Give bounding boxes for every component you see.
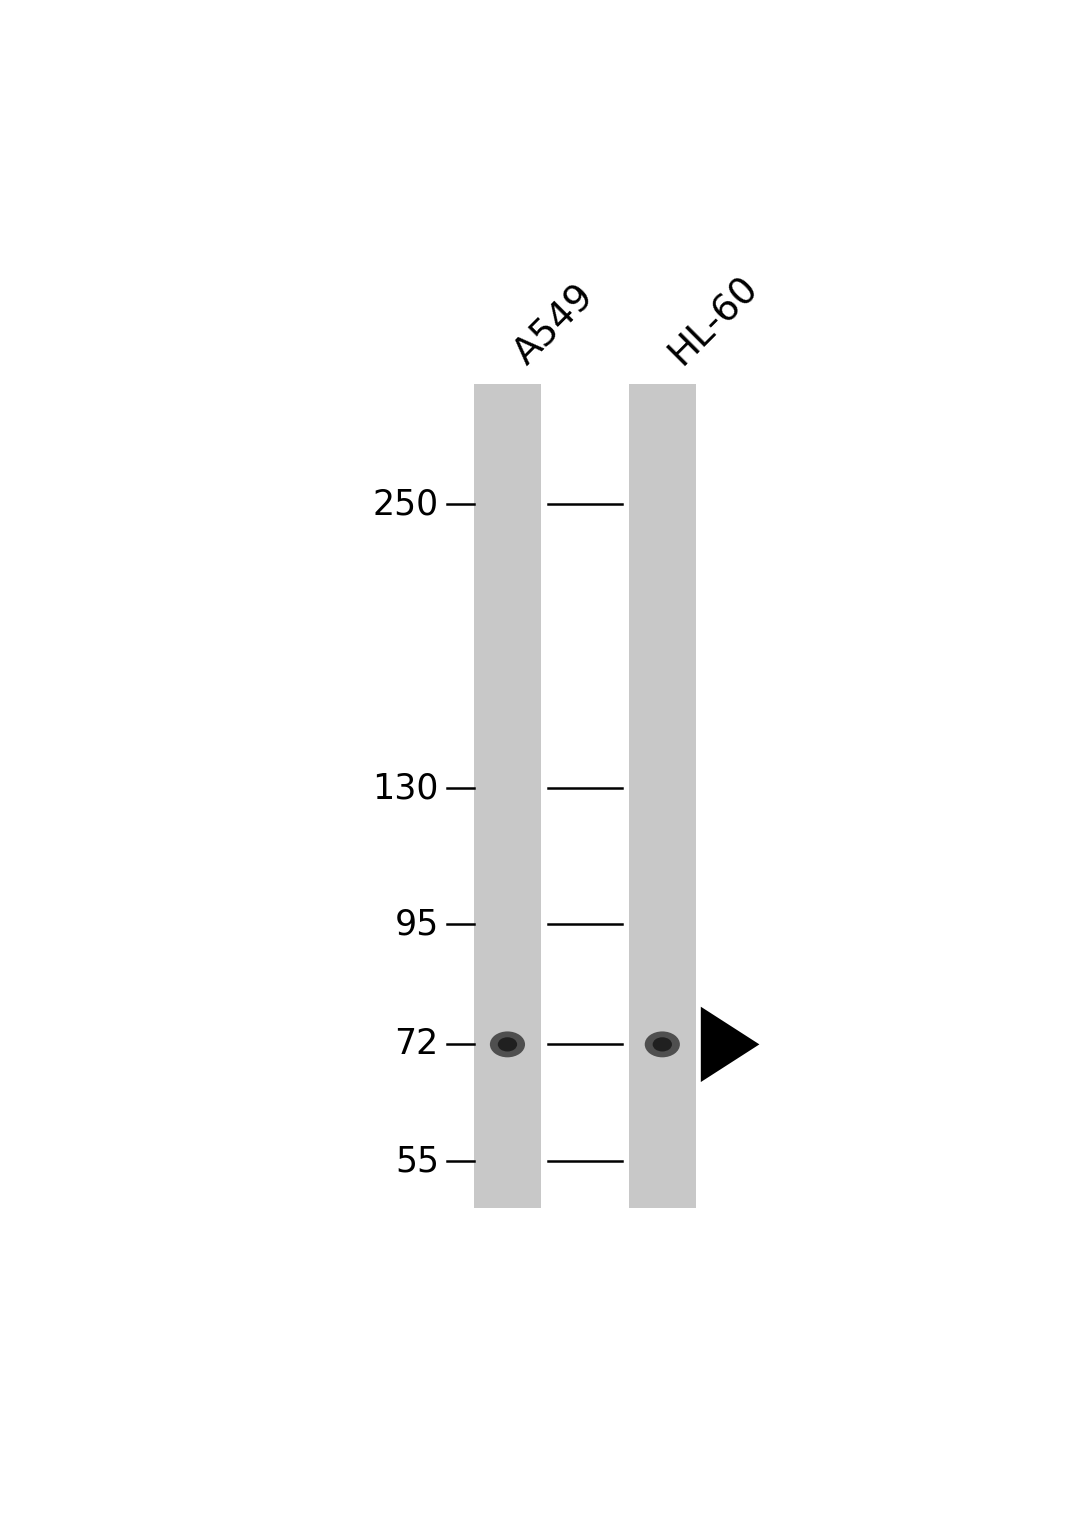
Text: A549: A549 (508, 278, 602, 372)
Text: 72: 72 (394, 1027, 438, 1061)
Polygon shape (701, 1006, 759, 1083)
Ellipse shape (490, 1032, 525, 1058)
Ellipse shape (498, 1037, 517, 1052)
Ellipse shape (645, 1032, 680, 1058)
Text: 250: 250 (373, 488, 438, 521)
Bar (474, 384, 541, 1208)
Ellipse shape (652, 1037, 672, 1052)
Text: 55: 55 (395, 1144, 438, 1179)
Text: HL-60: HL-60 (662, 269, 766, 372)
Text: 95: 95 (394, 907, 438, 942)
Text: 130: 130 (373, 771, 438, 806)
Bar (629, 384, 696, 1208)
